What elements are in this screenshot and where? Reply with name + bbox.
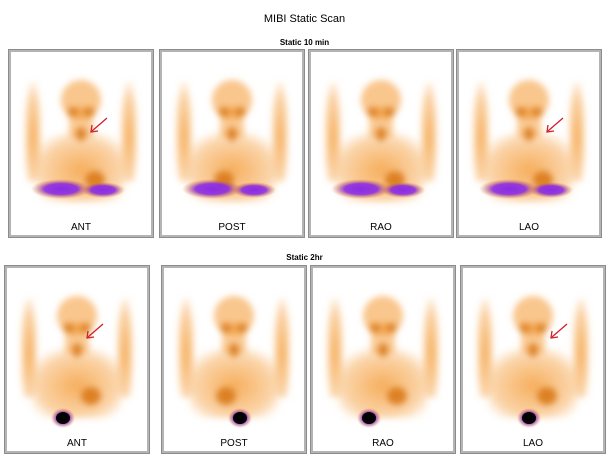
lesion-arrow-icon-2hr-ant (86, 323, 104, 339)
scan-image-2hr-rao (327, 296, 439, 428)
scan-panel-2hr-lao[interactable]: LAO (460, 265, 606, 454)
lesion-arrow-icon-10min-ant (90, 117, 108, 133)
abdominal-uptake-10min-post (182, 179, 276, 199)
abdominal-uptake-10min-rao (331, 179, 425, 199)
scan-image-2hr-lao (477, 296, 589, 428)
scan-panel-2hr-ant[interactable]: ANT (4, 265, 150, 454)
abdominal-uptake-2hr-lao (517, 408, 541, 428)
view-label-2hr-rao: RAO (372, 438, 394, 449)
scan-image-10min-post (176, 80, 288, 202)
lesion-arrow-icon-2hr-lao (550, 323, 568, 339)
body-uptake-2hr-post (178, 296, 290, 418)
scan-image-10min-rao (325, 80, 437, 202)
scan-image-10min-ant (25, 80, 137, 202)
abdominal-uptake-2hr-rao (357, 408, 381, 428)
scan-image-2hr-post (178, 296, 290, 428)
view-label-10min-ant: ANT (71, 222, 91, 233)
view-label-2hr-lao: LAO (522, 438, 543, 449)
scan-title: MIBI Static Scan (263, 13, 346, 25)
scan-panel-10min-lao[interactable]: LAO (456, 49, 602, 238)
view-label-10min-lao: LAO (518, 222, 539, 233)
view-label-10min-post: POST (218, 222, 246, 233)
abdominal-uptake-2hr-post (228, 408, 252, 428)
view-label-2hr-post: POST (220, 438, 248, 449)
row-label-static-10min: Static 10 min (279, 38, 330, 47)
abdominal-uptake-10min-ant (31, 179, 125, 199)
view-label-2hr-ant: ANT (67, 438, 87, 449)
scan-panel-2hr-rao[interactable]: RAO (310, 265, 456, 454)
lesion-arrow-icon-10min-lao (546, 117, 564, 133)
scan-panel-10min-ant[interactable]: ANT (8, 49, 154, 238)
scan-panel-2hr-post[interactable]: POST (161, 265, 307, 454)
abdominal-uptake-2hr-ant (51, 408, 75, 428)
scan-image-2hr-ant (21, 296, 133, 428)
body-uptake-2hr-lao (477, 296, 589, 418)
body-uptake-2hr-rao (327, 296, 439, 418)
row-label-static-2hr: Static 2hr (286, 253, 323, 262)
view-label-10min-rao: RAO (370, 222, 392, 233)
scan-panel-10min-post[interactable]: POST (159, 49, 305, 238)
abdominal-uptake-10min-lao (479, 179, 573, 199)
scan-image-10min-lao (473, 80, 585, 202)
scan-panel-10min-rao[interactable]: RAO (308, 49, 454, 238)
body-uptake-2hr-ant (21, 296, 133, 418)
